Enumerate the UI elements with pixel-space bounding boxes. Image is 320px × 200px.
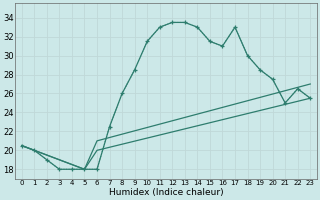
X-axis label: Humidex (Indice chaleur): Humidex (Indice chaleur): [109, 188, 223, 197]
